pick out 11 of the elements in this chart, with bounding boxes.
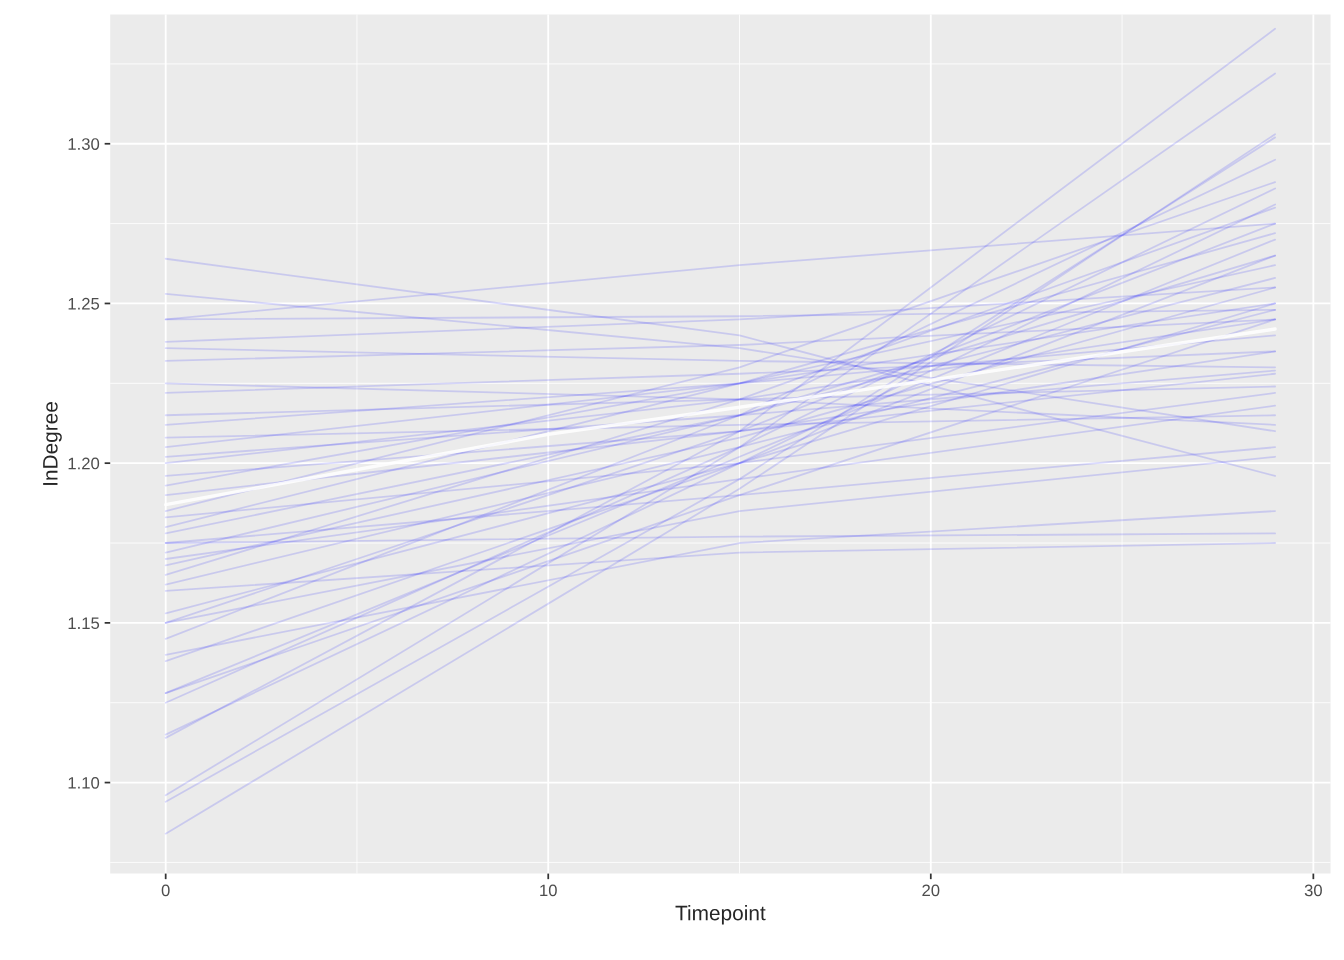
y-tick-label: 1.15: [68, 617, 100, 630]
x-tick-label: 0: [161, 884, 170, 897]
x-tick-label: 10: [540, 884, 557, 897]
x-tick-label: 20: [922, 884, 940, 897]
y-tick-label: 1.20: [68, 457, 100, 470]
y-tick-label: 1.25: [68, 297, 100, 310]
x-axis-title: Timepoint: [675, 905, 766, 925]
x-tick-label: 30: [1304, 884, 1322, 897]
y-tick-label: 1.30: [68, 138, 100, 150]
y-axis-title: InDegree: [43, 402, 62, 485]
y-tick-label: 1.10: [68, 776, 100, 789]
